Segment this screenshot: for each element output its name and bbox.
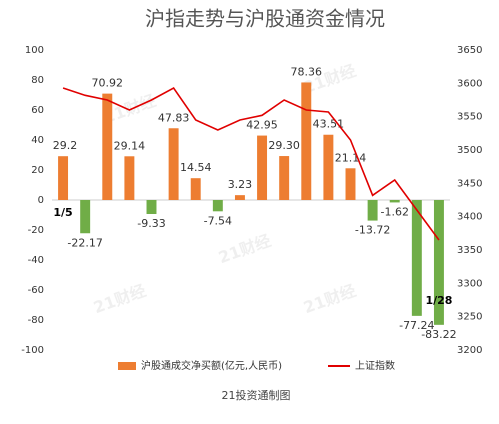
bar — [80, 200, 91, 234]
bar — [168, 128, 179, 200]
bar — [146, 200, 157, 214]
data-label: 29.30 — [268, 139, 300, 152]
data-label: 21.14 — [335, 151, 367, 164]
bar — [58, 156, 69, 200]
data-label: 43.51 — [313, 118, 345, 131]
x-tick-label: 1/28 — [425, 294, 452, 307]
watermark: 21财经 — [301, 281, 359, 317]
y2-tick-label: 3600 — [457, 78, 482, 89]
data-label: -1.62 — [380, 205, 408, 218]
y2-tick-label: 3350 — [457, 245, 482, 256]
data-label: 29.14 — [114, 139, 146, 152]
data-label: 78.36 — [291, 65, 323, 78]
bar — [234, 195, 245, 200]
watermark: 21财经 — [91, 281, 149, 317]
source-note: 21投资通制图 — [222, 388, 291, 402]
y-tick-label: 20 — [31, 165, 44, 176]
bar — [190, 178, 201, 200]
legend-label: 沪股通成交净买额(亿元,人民币) — [141, 359, 282, 372]
data-label: 29.2 — [53, 139, 78, 152]
y-tick-label: -60 — [28, 285, 44, 296]
y2-tick-label: 3550 — [457, 112, 482, 123]
data-label: 3.23 — [228, 178, 253, 191]
chart-title: 沪指走势与沪股通资金情况 — [145, 7, 385, 31]
bar — [367, 200, 378, 221]
y2-tick-label: 3450 — [457, 178, 482, 189]
legend-label: 上证指数 — [355, 359, 395, 372]
data-label: 14.54 — [180, 161, 212, 174]
data-label: -9.33 — [137, 217, 165, 230]
bar — [257, 135, 268, 200]
data-label: -22.17 — [67, 236, 102, 249]
data-label: -7.54 — [204, 214, 232, 227]
data-label: 42.95 — [246, 119, 278, 132]
bar — [212, 200, 223, 212]
data-label: -77.24 — [399, 319, 434, 332]
bar — [345, 168, 356, 200]
y2-tick-label: 3500 — [457, 145, 482, 156]
bar — [301, 82, 312, 200]
bar — [433, 200, 444, 325]
y-tick-label: 100 — [25, 45, 44, 56]
data-label: 47.83 — [158, 111, 190, 124]
y-tick-label: 80 — [31, 75, 44, 86]
bar — [323, 134, 334, 200]
y-tick-label: 0 — [38, 195, 44, 206]
bar — [102, 93, 113, 200]
y-tick-label: -80 — [28, 315, 44, 326]
y2-tick-label: 3300 — [457, 278, 482, 289]
x-tick-label: 1/5 — [53, 206, 72, 219]
y-tick-label: 40 — [31, 135, 44, 146]
y-tick-label: 60 — [31, 105, 44, 116]
data-label: 70.92 — [92, 77, 124, 90]
line — [62, 86, 440, 241]
y-tick-label: -20 — [28, 225, 44, 236]
bar — [279, 156, 290, 200]
legend-swatch — [118, 362, 136, 370]
bar — [124, 156, 135, 200]
bar — [389, 200, 400, 203]
y2-tick-label: 3200 — [457, 345, 482, 356]
data-label: -83.22 — [421, 328, 456, 341]
y-tick-label: -100 — [21, 345, 44, 356]
y2-tick-label: 3400 — [457, 212, 482, 223]
y-tick-label: -40 — [28, 255, 44, 266]
watermark: 21财经 — [216, 231, 274, 267]
y2-tick-label: 3650 — [457, 45, 482, 56]
bar — [411, 200, 422, 316]
y2-tick-label: 3250 — [457, 312, 482, 323]
data-label: -13.72 — [355, 224, 390, 237]
